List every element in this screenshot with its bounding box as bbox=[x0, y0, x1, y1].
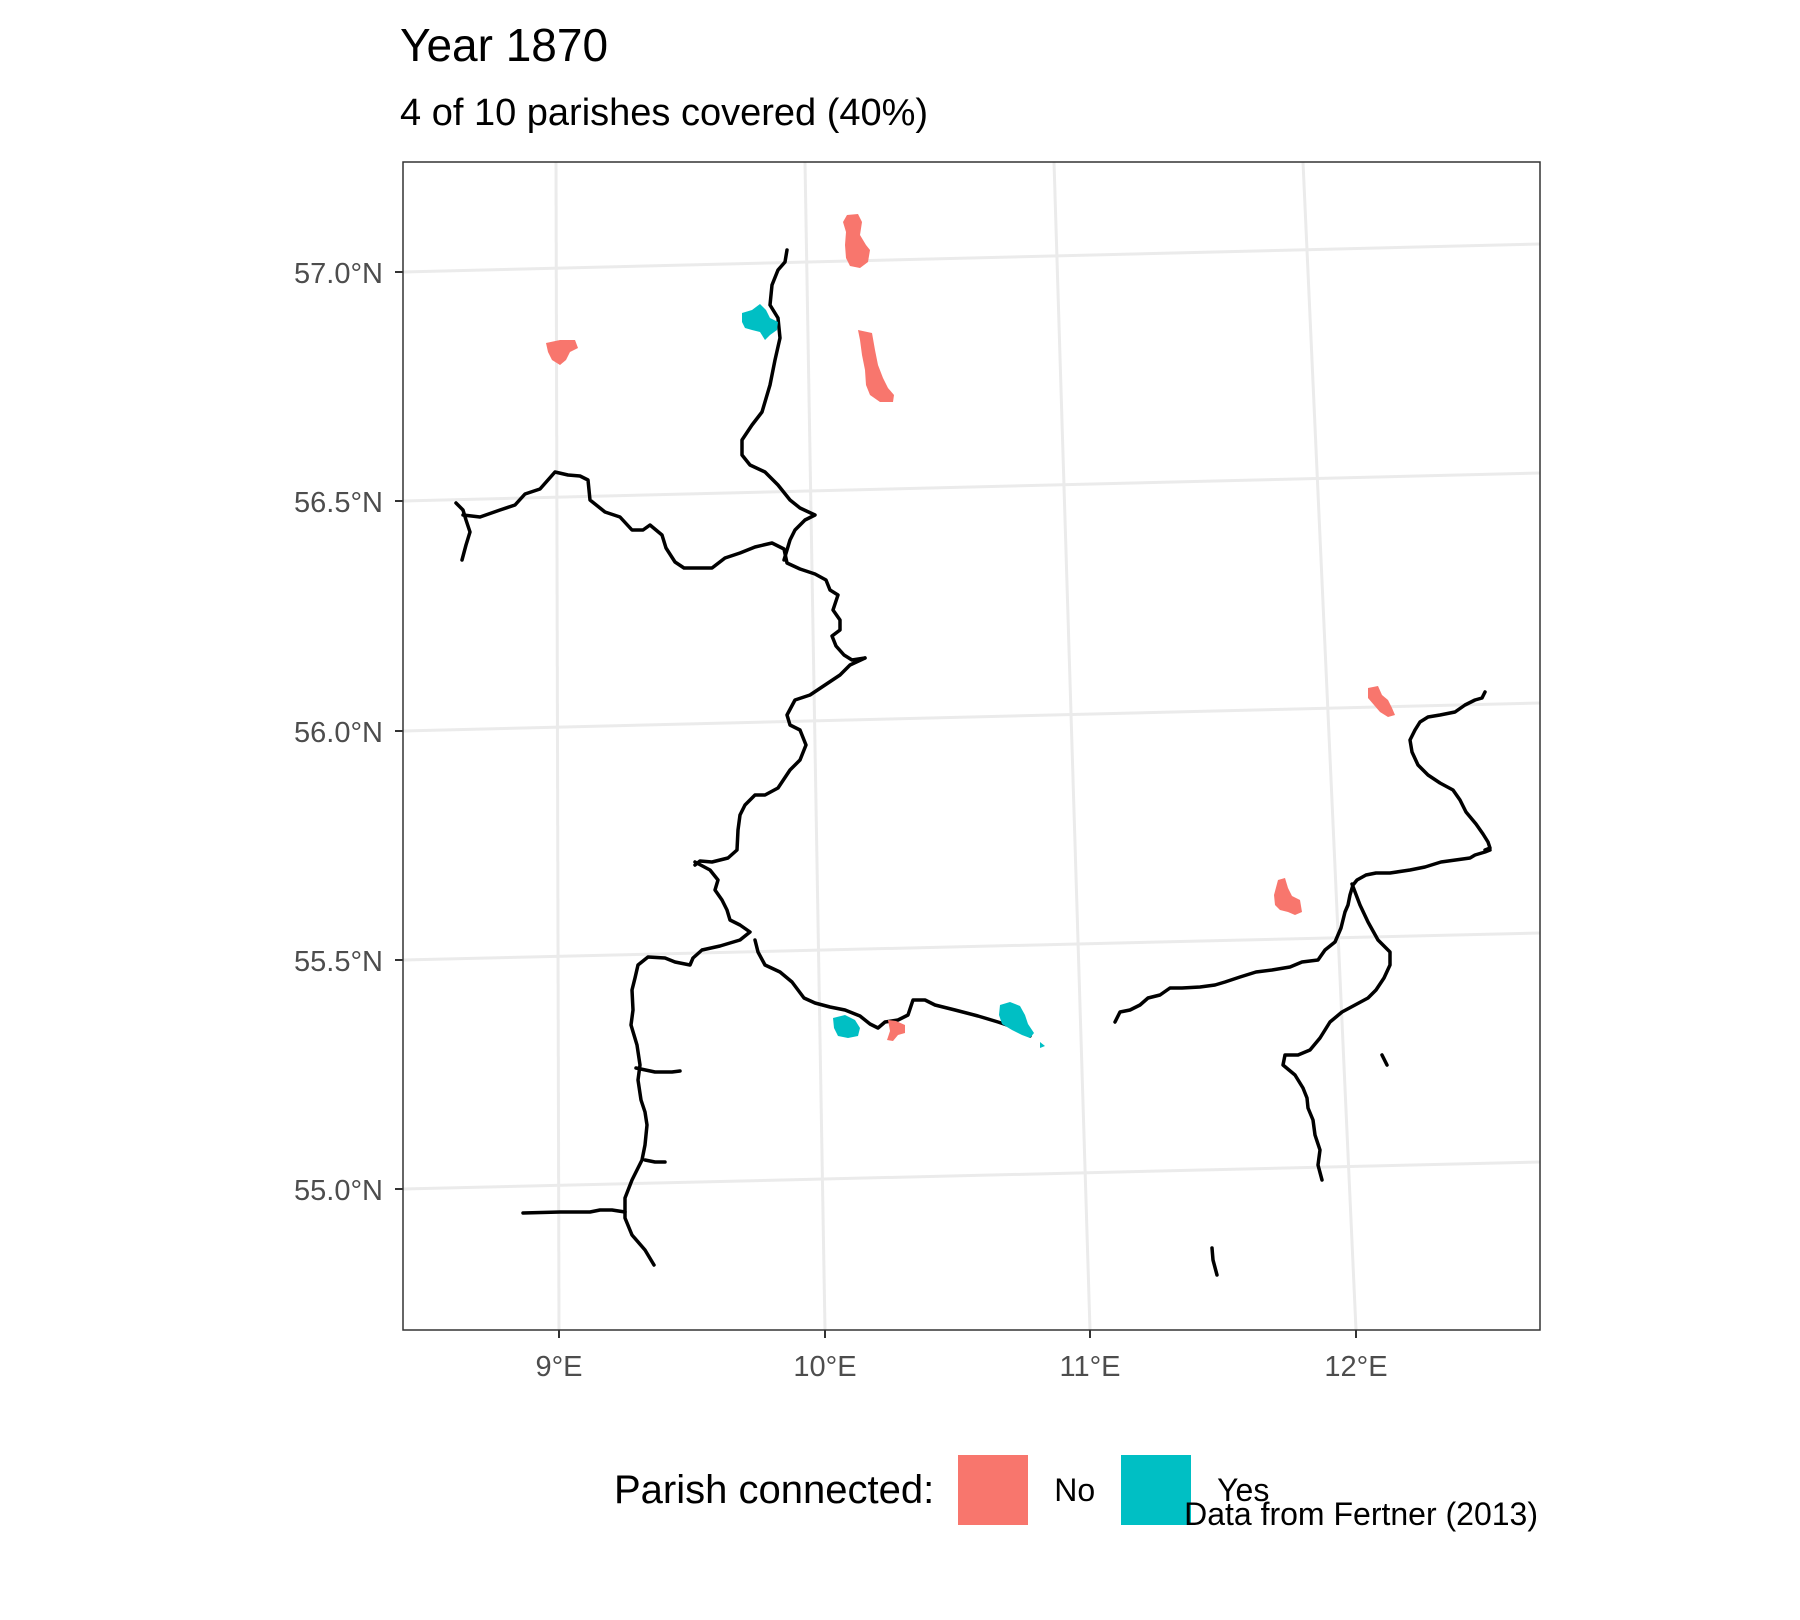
chart-subtitle: 4 of 10 parishes covered (40%) bbox=[400, 92, 929, 134]
y-axis: 57.0°N 56.5°N 56.0°N 55.5°N 55.0°N bbox=[294, 258, 403, 1207]
parish-fyn-2 bbox=[887, 1020, 905, 1041]
parishes bbox=[546, 214, 1395, 1048]
railway-zealand-west bbox=[1113, 848, 1492, 1024]
parish-fyn-1 bbox=[833, 1015, 860, 1038]
x-tick-label-9: 9°E bbox=[535, 1351, 582, 1383]
x-tick-label-10: 10°E bbox=[793, 1351, 856, 1383]
gridline-lat-57.0 bbox=[402, 242, 1541, 274]
railway-lines bbox=[454, 248, 1492, 1277]
railway-branch-2 bbox=[643, 1158, 667, 1164]
gridline-lat-55.0 bbox=[402, 1160, 1541, 1191]
parish-zealand-2 bbox=[1368, 686, 1395, 717]
y-tick-label-57.0: 57.0°N bbox=[294, 258, 383, 290]
railway-zealand-south bbox=[1281, 882, 1392, 1182]
x-tick-label-12: 12°E bbox=[1324, 1351, 1387, 1383]
gridline-lon-11 bbox=[1052, 161, 1092, 1331]
panel-border bbox=[402, 161, 1541, 1331]
railway-fyn bbox=[753, 938, 1032, 1038]
parish-zealand-1 bbox=[1274, 878, 1302, 915]
y-tick-label-56.0: 56.0°N bbox=[294, 717, 383, 749]
gridline-lon-12 bbox=[1301, 161, 1358, 1331]
gridline-lat-56.5 bbox=[402, 471, 1541, 503]
y-tick-label-55.0: 55.0°N bbox=[294, 1175, 383, 1207]
parish-north-2 bbox=[858, 330, 894, 402]
gridline-lon-10 bbox=[803, 161, 827, 1331]
legend-label-no: No bbox=[1054, 1471, 1096, 1508]
caption: Data from Fertner (2013) bbox=[1184, 1496, 1538, 1532]
railway-north bbox=[740, 248, 817, 562]
chart-title: Year 1870 bbox=[400, 19, 609, 71]
railway-jutland-south-2 bbox=[623, 860, 752, 1267]
parish-north-yes bbox=[742, 304, 778, 340]
railway-stub-2 bbox=[1210, 1246, 1219, 1277]
railway-jutland-east-west bbox=[461, 470, 867, 662]
gridline-lat-55.5 bbox=[402, 931, 1541, 962]
x-tick-label-11: 11°E bbox=[1059, 1351, 1120, 1383]
railway-zealand-north bbox=[1408, 690, 1492, 852]
x-axis: 9°E 10°E 11°E 12°E bbox=[535, 1330, 1388, 1383]
map-panel bbox=[403, 162, 1540, 1330]
gridline-lat-56.0 bbox=[402, 701, 1541, 733]
railway-stub-1 bbox=[1380, 1053, 1389, 1067]
railway-branch-3 bbox=[521, 1208, 627, 1215]
y-tick-label-55.5: 55.5°N bbox=[294, 946, 383, 978]
y-tick-label-56.5: 56.5°N bbox=[294, 487, 383, 519]
railway-jutland-south bbox=[693, 656, 867, 867]
railway-jutland-west bbox=[454, 501, 472, 562]
parish-west bbox=[546, 340, 578, 365]
legend-key-no bbox=[958, 1455, 1029, 1525]
legend: Parish connected: No Yes bbox=[614, 1455, 1295, 1525]
railway-branch-1 bbox=[634, 1066, 682, 1074]
legend-title: Parish connected: bbox=[614, 1467, 935, 1512]
legend-label-yes: Yes bbox=[1217, 1471, 1270, 1508]
legend-key-yes bbox=[1121, 1455, 1192, 1525]
parish-fyn-3 bbox=[999, 1002, 1045, 1048]
parish-north-1 bbox=[843, 214, 870, 268]
